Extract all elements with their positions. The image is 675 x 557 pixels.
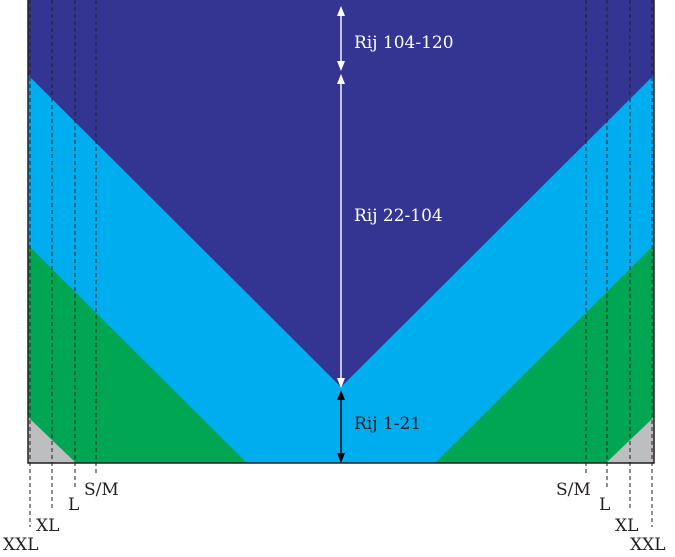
size-label-left-l: L [68, 495, 79, 515]
left-green-triangle [28, 245, 247, 463]
size-label-right-xxl: XXL [630, 535, 666, 555]
row-range-arrow-bottom [337, 390, 345, 463]
size-label-left-xxl: XXL [3, 535, 39, 555]
size-label-left-sm: S/M [84, 480, 119, 500]
right-grey-triangle [606, 417, 654, 463]
size-label-left-xl: XL [36, 516, 59, 536]
left-grey-triangle [28, 417, 76, 463]
row-label-bottom: Rij 1-21 [354, 414, 421, 434]
row-range-arrow-middle [337, 74, 345, 388]
size-label-right-xl: XL [615, 516, 638, 536]
right-green-triangle [435, 245, 654, 463]
size-label-right-l: L [599, 495, 610, 515]
row-range-arrow-top [337, 6, 345, 71]
row-label-top: Rij 104-120 [354, 33, 454, 53]
row-label-middle: Rij 22-104 [354, 206, 443, 226]
light-blue-v-region [28, 75, 654, 463]
size-label-right-sm: S/M [556, 480, 591, 500]
